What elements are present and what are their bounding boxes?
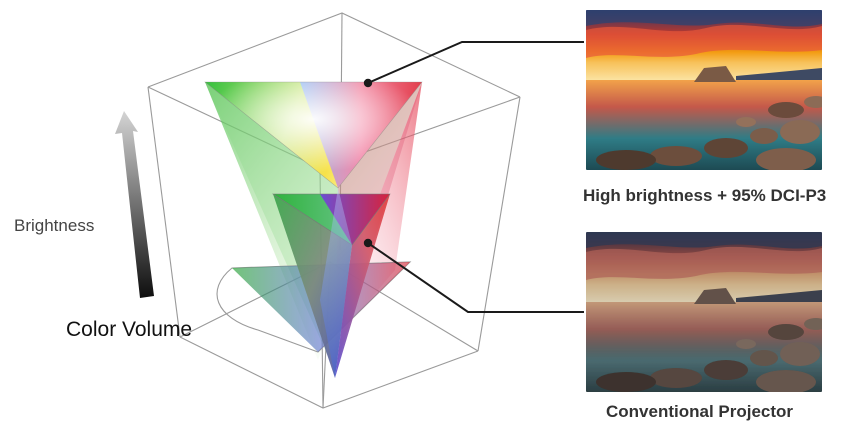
high-brightness-photo — [586, 10, 822, 170]
connector-high — [363, 41, 584, 88]
conventional-projector-photo — [586, 232, 822, 392]
conventional-projector-caption: Conventional Projector — [606, 402, 794, 421]
brightness-arrow-icon — [115, 111, 154, 298]
high-brightness-caption: High brightness + 95% DCI-P3 — [583, 186, 827, 205]
blue-axis-column — [320, 188, 352, 378]
color-volume-label: Color Volume — [66, 318, 193, 341]
connector-conventional — [363, 238, 584, 313]
brightness-label: Brightness — [14, 216, 95, 235]
